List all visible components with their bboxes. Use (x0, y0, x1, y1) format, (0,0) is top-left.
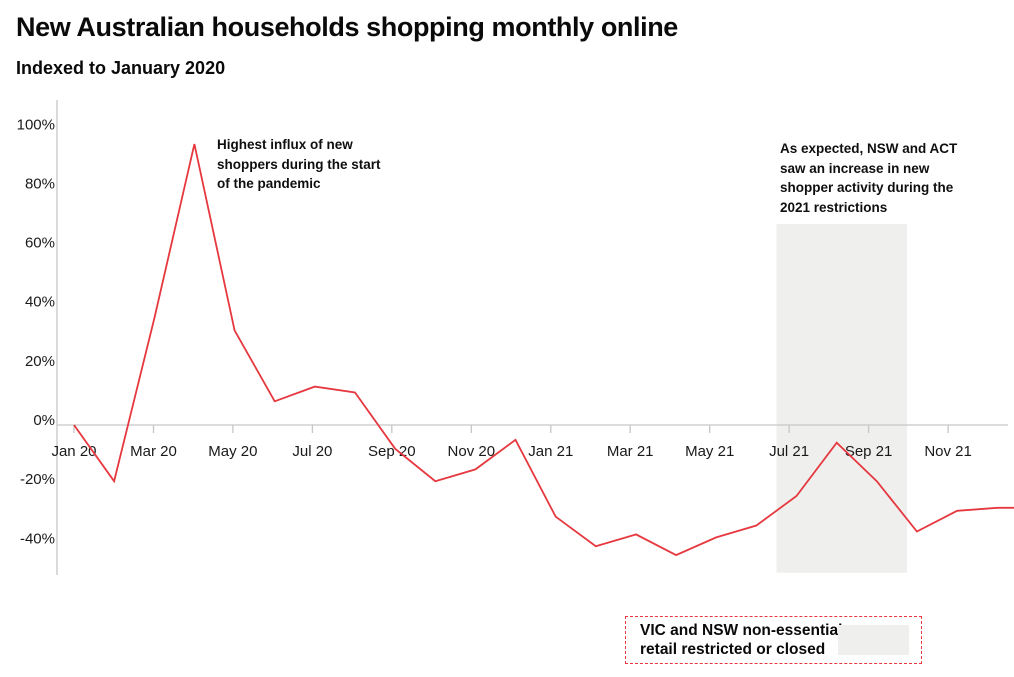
x-tick-label: Mar 20 (130, 443, 177, 460)
legend-label: VIC and NSW non-essential retail restric… (640, 622, 843, 658)
x-tick-label: May 21 (685, 443, 734, 460)
legend-swatch (838, 625, 909, 655)
x-tick-label: Jan 20 (51, 443, 96, 460)
x-tick-label: Jul 20 (292, 443, 332, 460)
restriction-shaded-region (776, 223, 907, 573)
x-tick-label: Nov 21 (924, 443, 972, 460)
x-tick-label: Mar 21 (607, 443, 654, 460)
annotation-2021-restrictions: As expected, NSW and ACT saw an increase… (780, 141, 958, 215)
y-tick-label: 40% (25, 294, 55, 311)
y-tick-label: 80% (25, 175, 55, 192)
x-tick-label: Nov 20 (448, 443, 496, 460)
x-tick-label: Jan 21 (528, 443, 573, 460)
y-tick-label: 60% (25, 235, 55, 252)
chart-title: New Australian households shopping month… (16, 12, 678, 42)
y-tick-label: -20% (20, 471, 55, 488)
x-tick-label: May 20 (208, 443, 257, 460)
y-tick-label: 100% (17, 116, 55, 133)
y-tick-label: 20% (25, 353, 55, 370)
y-tick-label: -40% (20, 530, 55, 547)
data-line-new-shoppers (73, 143, 1014, 557)
chart-subtitle: Indexed to January 2020 (16, 58, 226, 78)
x-tick-label: Sep 21 (845, 443, 893, 460)
y-tick-label: 0% (33, 412, 55, 429)
legend-box: VIC and NSW non-essential retail restric… (625, 616, 922, 664)
annotation-pandemic-peak: Highest influx of new shoppers during th… (217, 137, 381, 191)
x-tick-label: Jul 21 (769, 443, 809, 460)
